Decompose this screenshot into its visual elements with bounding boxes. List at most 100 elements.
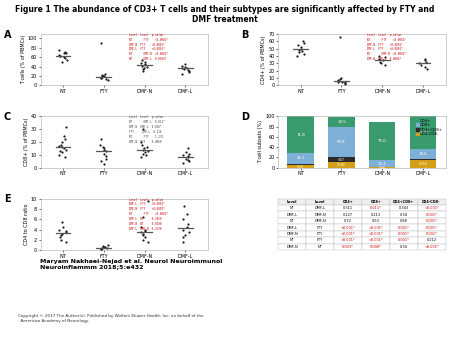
Point [185,151,192,156]
Y-axis label: CD4+ (% of PBMCs): CD4+ (% of PBMCs) [261,35,266,84]
Point [55,47,63,53]
Point [62,228,69,233]
Point [378,61,385,66]
Legend: CD4+, CD8+, CD4+CD8+, CD4-CD8-: CD4+, CD8+, CD4+CD8+, CD4-CD8- [415,118,444,137]
Point [99,245,106,250]
Point [98,76,105,81]
Text: Level  Level  p-value
DMF-L  FTY    <0.0001*
DMF-N  FTY    <0.0001*
NT       FTY: Level Level p-value DMF-L FTY <0.0001* D… [129,198,168,231]
Point [99,74,106,79]
Bar [369,167,396,168]
Point [58,237,65,243]
Point [300,51,307,56]
Point [139,147,146,152]
Point [293,53,301,58]
Point [182,149,189,155]
Point [341,80,348,86]
Point [97,41,104,46]
Point [102,153,109,159]
Point [179,63,186,68]
Point [184,68,192,73]
Point [143,64,150,69]
Text: 13.4: 13.4 [378,162,387,166]
Text: Level  Level  p-value
NT       FTY    <0.0001*
DMF-N  FTY    <0.0001*
DMF-L  FTY: Level Level p-value NT FTY <0.0001* DMF-… [129,33,168,61]
Point [97,246,104,251]
Point [422,59,429,65]
Point [100,244,108,250]
Point [381,55,388,60]
Point [99,245,106,251]
Point [102,156,109,162]
Point [185,155,192,160]
Text: DMF treatment: DMF treatment [192,15,258,24]
Point [104,77,111,82]
Point [142,59,149,65]
Point [422,64,429,70]
Text: Maryam Nakhaei-Nejad et al. Neurol Neuroimmunol
Neuroinflammm 2018;5:e432: Maryam Nakhaei-Nejad et al. Neurol Neuro… [40,259,223,269]
Point [142,152,149,158]
Point [101,151,108,156]
Point [415,61,423,66]
Point [184,157,192,163]
Point [184,222,191,227]
Point [184,153,192,159]
Point [57,53,64,59]
Text: Level  Level  p-value
NT       FTY    <0.0001*
DMF-N  FTY    <0.0001*
DMF-L  FTY: Level Level p-value NT FTY <0.0001* DMF-… [367,33,406,61]
Point [141,149,148,155]
Text: 19.6: 19.6 [419,152,428,155]
Point [58,139,65,145]
Point [334,79,342,84]
Point [140,146,148,151]
Point [55,227,63,232]
Point [336,35,343,40]
Point [97,159,104,164]
Point [381,62,388,67]
Point [337,75,344,81]
Y-axis label: T cell subsets (%): T cell subsets (%) [258,120,263,164]
Point [337,77,344,82]
Point [186,230,193,235]
Point [140,232,147,237]
Point [99,72,106,78]
Point [140,151,147,156]
Text: 75.0: 75.0 [378,139,387,143]
Point [142,228,149,233]
Point [185,69,193,74]
Point [180,227,187,232]
Point [181,203,188,209]
Point [301,40,308,45]
Point [61,137,68,142]
Point [141,65,148,70]
Point [183,224,190,230]
Text: 10.80: 10.80 [337,163,346,167]
Point [98,75,105,80]
Point [63,240,70,245]
Point [297,46,304,51]
Point [295,49,302,55]
Point [60,50,68,55]
Text: D: D [241,112,249,122]
Point [143,144,150,150]
Point [58,219,66,224]
Point [294,42,302,48]
Point [57,232,64,237]
Point [58,59,66,65]
Point [104,245,111,250]
Point [137,60,144,66]
Point [141,227,148,232]
Point [63,124,70,129]
Point [62,147,69,152]
Point [96,142,104,147]
Point [139,214,146,219]
Point [139,237,146,243]
Point [58,142,65,147]
Point [184,146,192,151]
Point [180,66,187,72]
Bar [288,165,314,168]
Point [58,149,65,155]
Text: 9.07: 9.07 [338,158,345,162]
Point [183,65,190,70]
Point [59,224,67,230]
Point [299,39,306,44]
Text: 0.66: 0.66 [379,166,386,170]
Point [421,57,428,63]
